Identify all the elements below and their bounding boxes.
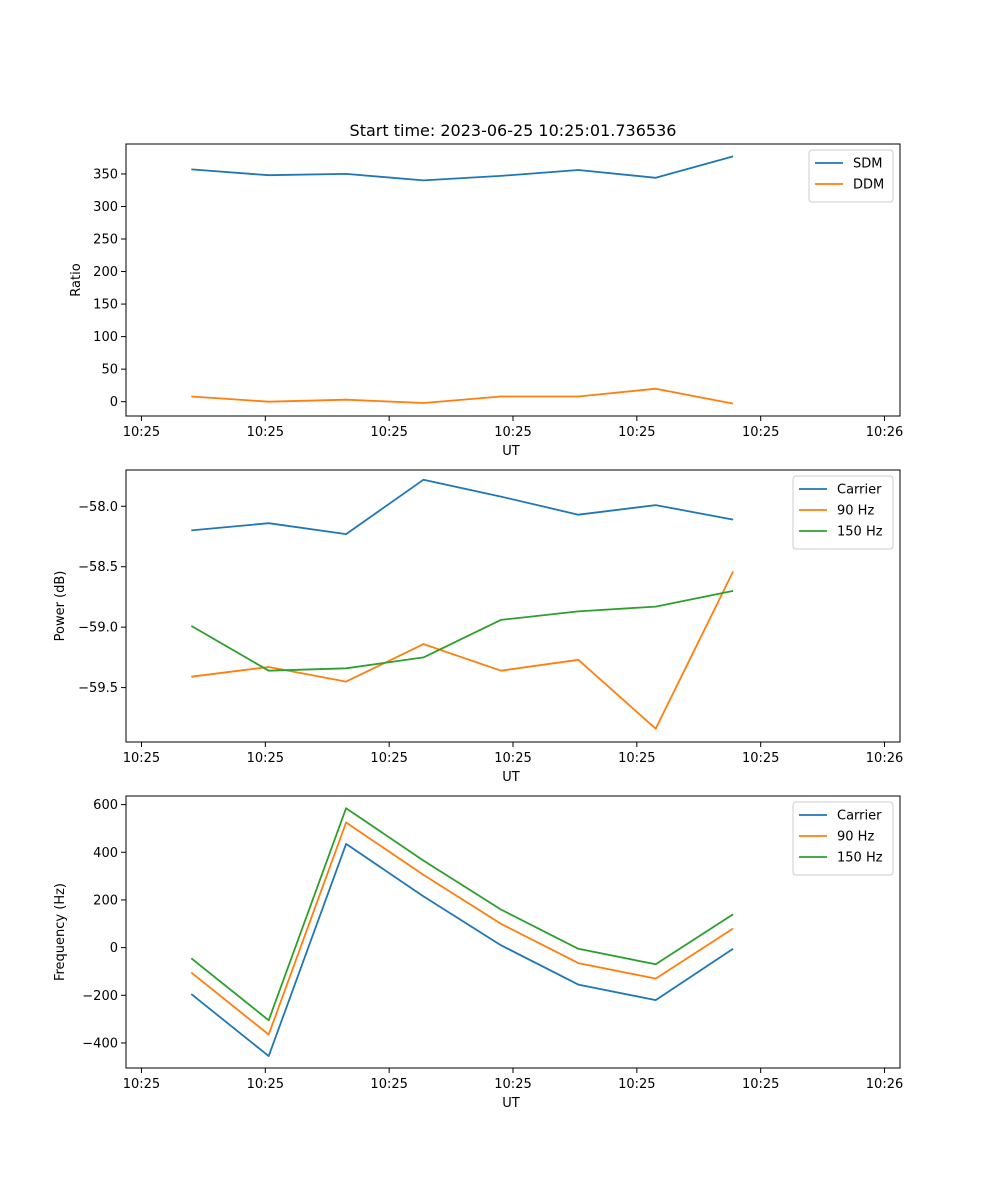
chart-panel-3: 10:25 10:25 10:25 10:25 10:25 10:25 10:26 600 40… [53, 795, 903, 1111]
x-tick-label: 10:25 [494, 751, 531, 766]
x-tick-label: 10:25 [247, 425, 284, 440]
x-tick-label: 10:25 [370, 751, 407, 766]
y-tick-label: 0 [110, 941, 118, 956]
series-line-90-hz [191, 571, 734, 730]
legend: Carrier 90 Hz 150 Hz [792, 801, 894, 876]
series-line-carrier [191, 478, 734, 535]
series-line-sdm [191, 155, 734, 182]
y-tick-label: 400 [93, 846, 118, 861]
x-tick-label: 10:25 [123, 425, 160, 440]
y-tick-label: −59.5 [78, 681, 118, 696]
x-axis-label: UT [502, 770, 520, 785]
x-tick-label: 10:25 [618, 1077, 655, 1092]
y-tick-label: 300 [93, 200, 118, 215]
legend-label: 90 Hz [837, 830, 874, 845]
y-tick-label: −59.0 [78, 621, 118, 636]
x-tick-label: 10:25 [247, 751, 284, 766]
x-tick-label: 10:25 [123, 751, 160, 766]
x-tick-label: 10:26 [866, 1077, 903, 1092]
y-tick-label: 200 [93, 893, 118, 908]
series-line-ddm [191, 387, 734, 405]
legend-label: Carrier [837, 809, 882, 824]
legend-label: 90 Hz [837, 504, 874, 519]
y-axis-label: Ratio [69, 263, 84, 296]
x-tick-label: 10:25 [370, 1077, 407, 1092]
x-tick-label: 10:26 [866, 425, 903, 440]
chart-panel-2: 10:25 10:25 10:25 10:25 10:25 10:25 10:26 −58.0… [53, 469, 903, 785]
y-tick-label: −58.5 [78, 560, 118, 575]
series-line-carrier [190, 843, 734, 1057]
x-axis-label: UT [502, 1096, 520, 1111]
x-axis-label: UT [502, 444, 520, 459]
legend-label: 150 Hz [837, 851, 883, 866]
axes-frame [125, 795, 901, 1069]
y-tick-label: 0 [110, 395, 118, 410]
y-tick-label: −400 [82, 1036, 118, 1051]
legend-label: Carrier [837, 483, 882, 498]
y-axis-label: Frequency (Hz) [53, 883, 68, 981]
axes-frame [125, 143, 901, 417]
chart-panel-1: Start time: 2023-06-25 10:25:01.736536 10… [69, 121, 903, 459]
x-tick-label: 10:25 [123, 1077, 160, 1092]
series-line-150-hz [190, 807, 734, 1022]
x-tick-label: 10:25 [742, 1077, 779, 1092]
y-axis-label: Power (dB) [53, 571, 68, 642]
y-tick-label: 250 [93, 233, 118, 248]
legend-label: 150 Hz [837, 525, 883, 540]
y-tick-label: 100 [93, 330, 118, 345]
legend: SDM DDM [808, 149, 894, 203]
y-tick-label: 200 [93, 265, 118, 280]
y-tick-label: −200 [82, 989, 118, 1004]
x-tick-label: 10:25 [618, 425, 655, 440]
x-tick-label: 10:25 [618, 751, 655, 766]
x-tick-label: 10:25 [742, 425, 779, 440]
x-tick-label: 10:26 [866, 751, 903, 766]
series-line-150-hz [190, 590, 734, 672]
x-tick-label: 10:25 [742, 751, 779, 766]
y-tick-label: −58.0 [78, 500, 118, 515]
axes-frame [125, 469, 901, 743]
legend-label: DDM [853, 178, 884, 193]
x-tick-label: 10:25 [494, 425, 531, 440]
y-tick-label: 50 [101, 363, 118, 378]
y-tick-label: 150 [93, 298, 118, 313]
chart-title: Start time: 2023-06-25 10:25:01.736536 [350, 121, 677, 140]
y-tick-label: 600 [93, 798, 118, 813]
x-tick-label: 10:25 [247, 1077, 284, 1092]
legend: Carrier 90 Hz 150 Hz [792, 475, 894, 550]
y-tick-label: 350 [93, 167, 118, 182]
x-tick-label: 10:25 [370, 425, 407, 440]
series-line-90-hz [190, 821, 734, 1036]
x-tick-label: 10:25 [494, 1077, 531, 1092]
legend-label: SDM [853, 157, 882, 172]
